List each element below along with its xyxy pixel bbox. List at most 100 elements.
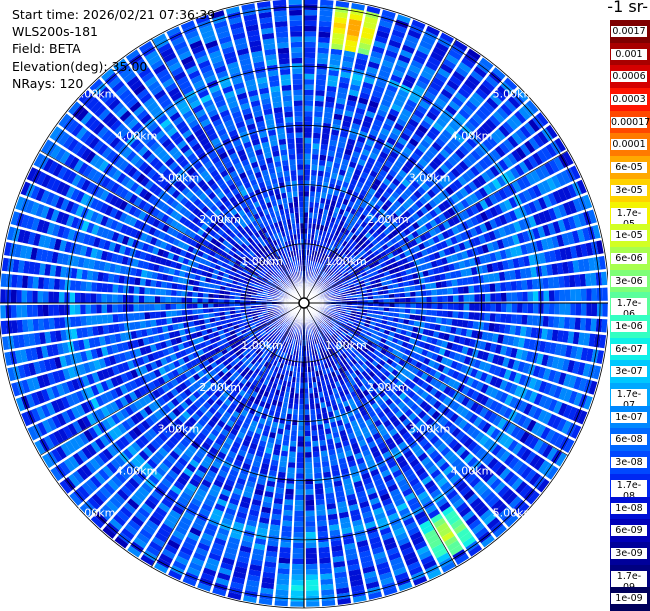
range-gate xyxy=(306,527,316,533)
range-gate xyxy=(293,414,299,420)
range-gate xyxy=(479,284,485,292)
range-gate xyxy=(544,290,550,301)
range-gate xyxy=(316,69,327,75)
range-gate xyxy=(321,584,334,590)
range-gate xyxy=(442,303,448,310)
range-gate xyxy=(284,505,294,511)
range-gate xyxy=(286,478,294,484)
range-gate xyxy=(527,279,533,290)
range-gate xyxy=(306,505,315,511)
range-gate xyxy=(565,303,571,315)
range-gate xyxy=(527,315,533,326)
range-gate xyxy=(311,165,318,171)
range-gate xyxy=(581,288,587,301)
range-gate xyxy=(304,207,308,212)
range-gate xyxy=(512,292,518,302)
range-gate xyxy=(323,118,332,124)
range-gate xyxy=(294,404,299,410)
range-gate xyxy=(304,132,312,138)
range-gate xyxy=(306,516,316,522)
range-gate xyxy=(305,425,311,431)
range-gate xyxy=(305,495,314,501)
range-gate xyxy=(321,139,329,145)
range-gate xyxy=(549,303,555,314)
range-gate xyxy=(458,311,464,318)
range-gate xyxy=(569,275,575,288)
range-gate xyxy=(276,590,289,596)
range-gate xyxy=(306,532,317,538)
range-gate xyxy=(292,425,298,431)
range-gate xyxy=(305,404,310,410)
range-gate xyxy=(426,309,432,315)
range-gate xyxy=(580,274,586,287)
range-gate xyxy=(309,202,314,208)
range-gate xyxy=(304,202,309,208)
range-gate xyxy=(304,127,312,133)
range-gate xyxy=(278,563,290,569)
range-gate xyxy=(289,457,296,463)
range-gate xyxy=(304,58,315,64)
range-gate xyxy=(501,292,507,301)
range-gate xyxy=(580,318,586,331)
range-gate xyxy=(314,467,322,473)
range-gate xyxy=(291,430,297,436)
range-gate xyxy=(564,317,570,329)
range-gate xyxy=(297,447,304,452)
range-gate xyxy=(282,445,289,451)
range-gate xyxy=(304,31,316,37)
range-gate xyxy=(548,316,554,328)
range-gate xyxy=(297,457,304,463)
range-gate xyxy=(483,322,489,331)
range-gate xyxy=(304,191,309,196)
range-gate xyxy=(305,415,310,421)
range-gate xyxy=(317,515,327,521)
range-gate xyxy=(296,473,304,479)
range-gate xyxy=(442,310,448,317)
range-gate xyxy=(318,165,325,171)
range-gate xyxy=(516,280,522,290)
range-gate xyxy=(553,316,559,328)
range-gate xyxy=(553,276,559,288)
range-gate xyxy=(312,143,319,149)
range-gate xyxy=(287,473,295,479)
range-gate xyxy=(543,277,549,288)
range-gate xyxy=(467,276,473,284)
range-gate xyxy=(569,317,575,330)
range-gate xyxy=(533,303,539,314)
range-gate xyxy=(304,138,311,144)
range-gate xyxy=(499,324,505,334)
range-gate xyxy=(565,289,571,301)
range-gate xyxy=(410,309,416,314)
range-gate xyxy=(457,319,463,327)
range-gate xyxy=(464,294,470,301)
range-gate xyxy=(575,317,581,330)
range-gate xyxy=(474,303,480,311)
range-gate xyxy=(304,69,315,75)
range-gate xyxy=(506,303,512,312)
range-gate xyxy=(532,279,538,290)
range-gate xyxy=(511,314,517,324)
range-gate xyxy=(313,133,321,139)
range-gate xyxy=(560,303,566,315)
range-gate xyxy=(462,320,468,328)
range-gate xyxy=(474,285,480,293)
range-gate xyxy=(468,285,474,293)
range-gate xyxy=(467,320,473,328)
range-gate xyxy=(478,275,484,284)
range-gate xyxy=(314,462,322,468)
range-gate xyxy=(318,542,329,548)
range-gate xyxy=(431,310,437,316)
range-gate xyxy=(405,303,410,308)
range-gate xyxy=(306,521,316,527)
range-gate xyxy=(436,317,442,324)
range-gate xyxy=(305,410,310,415)
range-gate xyxy=(124,323,130,332)
range-gate xyxy=(287,468,295,474)
range-gate xyxy=(293,409,298,415)
range-gate xyxy=(304,53,315,59)
range-gate xyxy=(293,548,304,554)
range-gate xyxy=(283,440,290,446)
range-gate xyxy=(315,85,325,91)
range-gate xyxy=(305,463,312,469)
range-gate xyxy=(323,472,331,478)
